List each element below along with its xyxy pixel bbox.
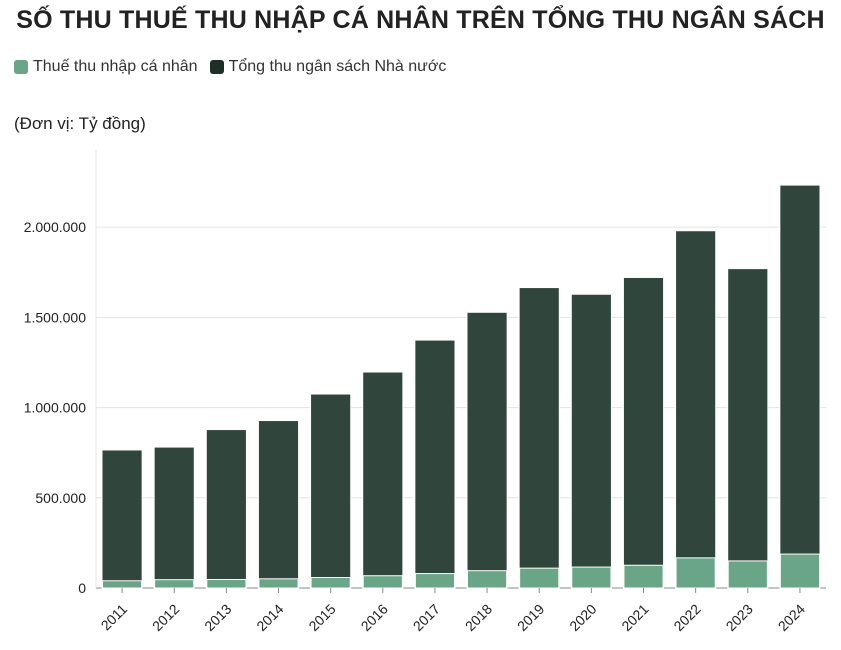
bar-total-2020[interactable] xyxy=(570,293,612,589)
bar-total-2011[interactable] xyxy=(101,449,143,589)
bar-total-2018[interactable] xyxy=(466,311,508,589)
bar-total-2023[interactable] xyxy=(727,268,769,589)
legend-item-pit: Thuế thu nhập cá nhân xyxy=(14,58,198,76)
legend-swatch-total xyxy=(209,60,224,74)
x-tick-label-2017: 2017 xyxy=(410,601,443,634)
x-tick-label-2014: 2014 xyxy=(253,601,286,634)
bar-pit-2021[interactable] xyxy=(623,564,664,589)
bar-pit-2020[interactable] xyxy=(571,566,612,589)
bar-total-2015[interactable] xyxy=(310,393,352,589)
legend-label-pit: Thuế thu nhập cá nhân xyxy=(33,58,198,75)
x-tick-label-2013: 2013 xyxy=(201,601,234,634)
bar-total-2021[interactable] xyxy=(622,276,665,589)
legend: Thuế thu nhập cá nhân Tổng thu ngân sách… xyxy=(14,58,458,76)
bar-total-2022[interactable] xyxy=(675,230,717,589)
bar-pit-2024[interactable] xyxy=(779,553,821,589)
bar-pit-2011[interactable] xyxy=(101,580,143,589)
bar-pit-2019[interactable] xyxy=(519,567,560,589)
y-tick-label-2: 1.000.000 xyxy=(24,400,86,416)
bar-pit-2015[interactable] xyxy=(310,577,351,589)
x-tick-label-2015: 2015 xyxy=(305,601,338,634)
x-tick-label-2022: 2022 xyxy=(670,601,703,634)
x-tick-label-2019: 2019 xyxy=(514,601,547,634)
y-tick-label-0: 0 xyxy=(78,580,86,596)
bar-pit-2014[interactable] xyxy=(258,578,299,589)
legend-item-total: Tổng thu ngân sách Nhà nước xyxy=(209,58,447,76)
x-axis: 2011 2012 2013 2014 2015 2016 2017 2018 2019 2020… xyxy=(98,588,808,634)
bar-total-2014[interactable] xyxy=(257,420,300,589)
y-axis: 0 500.000 1.000.000 1.500.000 2.000.000 xyxy=(24,219,87,596)
chart-title: SỐ THU THUẾ THU NHẬP CÁ NHÂN TRÊN TỔNG T… xyxy=(16,6,825,34)
x-tick-label-2018: 2018 xyxy=(462,601,495,634)
bar-total-2013[interactable] xyxy=(205,429,247,589)
bar-pit-2017[interactable] xyxy=(414,573,456,589)
bar-total-2016[interactable] xyxy=(362,371,404,589)
y-tick-label-1: 500.000 xyxy=(35,490,86,506)
x-tick-label-2012: 2012 xyxy=(149,601,182,634)
x-tick-label-2016: 2016 xyxy=(358,601,391,634)
x-tick-label-2011: 2011 xyxy=(98,601,131,634)
bar-pit-2012[interactable] xyxy=(154,579,195,589)
bars-total-series xyxy=(101,184,821,589)
bars-pit-series xyxy=(101,553,821,589)
legend-swatch-pit xyxy=(14,60,28,74)
x-tick-label-2023: 2023 xyxy=(723,601,756,634)
unit-label: (Đơn vị: Tỷ đồng) xyxy=(14,114,146,133)
gridlines xyxy=(95,150,826,589)
x-tick-label-2024: 2024 xyxy=(775,601,808,634)
bar-pit-2013[interactable] xyxy=(206,579,247,589)
x-tick-label-2021: 2021 xyxy=(618,601,651,634)
x-tick-label-2020: 2020 xyxy=(566,601,599,634)
bar-total-2024[interactable] xyxy=(779,184,821,589)
legend-label-total: Tổng thu ngân sách Nhà nước xyxy=(228,58,447,75)
bar-total-2012[interactable] xyxy=(153,446,195,589)
bar-pit-2023[interactable] xyxy=(727,560,768,589)
bar-pit-2016[interactable] xyxy=(362,575,403,589)
bar-pit-2022[interactable] xyxy=(675,557,716,589)
bar-total-2019[interactable] xyxy=(518,287,560,589)
bar-total-2017[interactable] xyxy=(414,339,456,589)
y-tick-label-3: 1.500.000 xyxy=(24,309,86,325)
y-tick-label-4: 2.000.000 xyxy=(24,219,86,235)
bar-pit-2018[interactable] xyxy=(466,570,508,589)
